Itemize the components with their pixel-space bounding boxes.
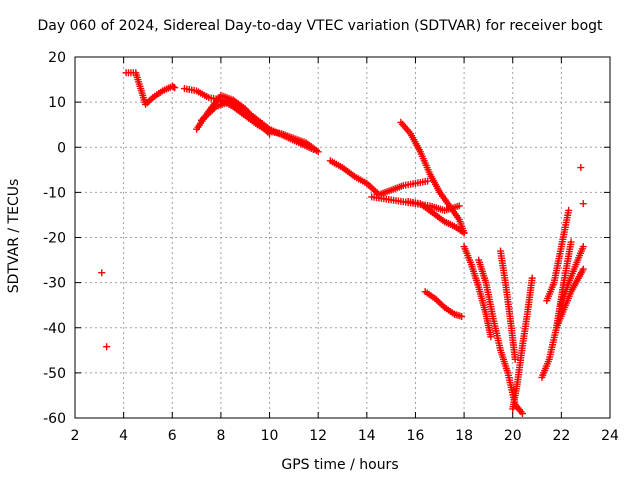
x-tick-label: 12 (309, 428, 327, 444)
data-point (368, 184, 376, 192)
y-tick-label: -20 (43, 231, 66, 247)
data-point (518, 409, 526, 417)
chart-title: Day 060 of 2024, Sidereal Day-to-day VTE… (37, 18, 603, 34)
data-point (579, 265, 587, 273)
x-tick-label: 18 (455, 428, 473, 444)
x-axis-label: GPS time / hours (281, 457, 399, 473)
x-tick-label: 16 (407, 428, 425, 444)
y-tick-label: -10 (43, 185, 66, 201)
y-tick-label: 0 (57, 140, 66, 156)
data-point (577, 164, 585, 172)
data-point (309, 146, 317, 154)
x-tick-label: 2 (71, 428, 80, 444)
data-point (366, 183, 374, 191)
data-point (455, 202, 463, 210)
x-tick-label: 22 (552, 428, 570, 444)
y-tick-label: -50 (43, 366, 66, 382)
plot-frame (74, 56, 611, 419)
x-tick-label: 14 (358, 428, 376, 444)
data-point (460, 229, 468, 237)
data-point (565, 206, 573, 214)
data-point (171, 84, 179, 92)
data-point (103, 343, 111, 351)
data-point (528, 274, 536, 282)
data-point (314, 148, 322, 156)
data-point (424, 177, 432, 185)
data-point (98, 269, 106, 277)
y-tick-label: 20 (48, 50, 66, 66)
x-tick-label: 20 (504, 428, 522, 444)
x-tick-label: 10 (261, 428, 279, 444)
data-point (579, 243, 587, 251)
y-tick-label: 10 (48, 95, 66, 111)
x-tick-label: 6 (168, 428, 177, 444)
data-point (511, 355, 519, 363)
y-tick-label: -30 (43, 276, 66, 292)
data-point (439, 302, 447, 310)
data-point (487, 333, 495, 341)
x-tick-label: 4 (119, 428, 128, 444)
x-tick-label: 8 (216, 428, 225, 444)
x-tick-label: 24 (601, 428, 619, 444)
y-tick-label: -40 (43, 321, 66, 337)
data-point (579, 200, 587, 208)
data-point (567, 238, 575, 246)
y-tick-label: -60 (43, 411, 66, 427)
data-point (458, 312, 466, 320)
